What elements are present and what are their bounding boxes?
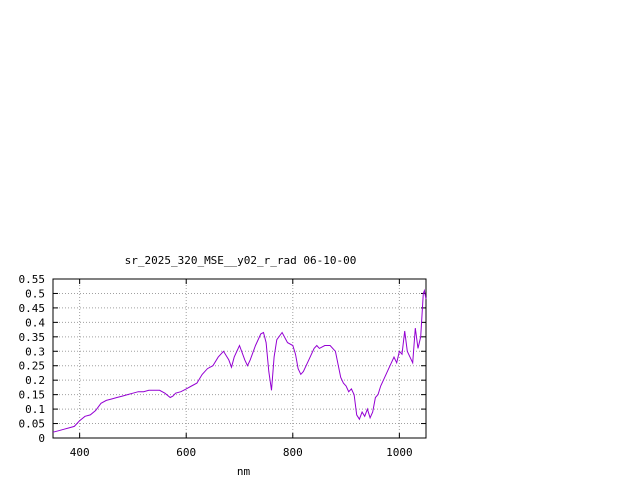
series-layer: [52, 288, 427, 433]
y-tick-label: 0.25: [19, 360, 46, 373]
y-tick-label: 0.5: [25, 287, 45, 300]
y-tick-label: 0.2: [25, 374, 45, 387]
chart-title: sr_2025_320_MSE__y02_r_rad 06-10-00: [125, 254, 357, 267]
y-tick-label: 0.55: [19, 273, 46, 286]
grid-lines: [53, 279, 426, 438]
x-axis-label: nm: [237, 465, 251, 478]
x-tick-label: 800: [283, 446, 303, 459]
y-tick-label: 0.05: [19, 418, 46, 431]
plot-frame: [52, 278, 427, 439]
axes: 00.05 0.10.15 0.20.25 0.30.35 0.40.45 0.50.55…: [19, 273, 427, 459]
x-tick-label: 1000: [386, 446, 413, 459]
y-tick-label: 0.15: [19, 389, 46, 402]
y-tick-label: 0.3: [25, 345, 45, 358]
x-tick-label: 400: [70, 446, 90, 459]
y-tick-label: 0.45: [19, 302, 46, 315]
x-tick-label: 600: [176, 446, 196, 459]
series-line: [52, 288, 427, 433]
y-tick-label: 0.35: [19, 331, 46, 344]
y-tick-label: 0.1: [25, 403, 45, 416]
y-tick-label: 0: [38, 432, 45, 445]
y-tick-label: 0.4: [25, 316, 45, 329]
